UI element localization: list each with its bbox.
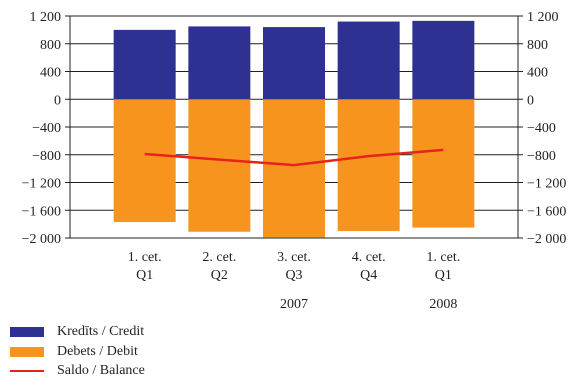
bar-debit-0 bbox=[113, 99, 176, 223]
ytick-label-right-8: −2 000 bbox=[527, 232, 566, 247]
ytick-label-left-0: 1 200 bbox=[30, 10, 62, 25]
ytick-label-right-4: −400 bbox=[527, 121, 556, 136]
bar-credit-2 bbox=[263, 27, 325, 100]
legend-item-debit: Debets / Debit bbox=[10, 344, 410, 360]
ytick-label-right-1: 800 bbox=[527, 38, 548, 53]
legend-label-debit: Debets / Debit bbox=[57, 344, 138, 359]
ytick-label-right-2: 400 bbox=[527, 66, 548, 81]
category-label-1-0: 2. cet. bbox=[202, 250, 236, 265]
bar-debit-2 bbox=[263, 99, 325, 238]
legend-item-credit: Kredīts / Credit bbox=[10, 324, 410, 340]
ytick-label-left-3: 0 bbox=[54, 93, 61, 108]
bar-debit-3 bbox=[337, 99, 400, 232]
ytick-label-left-1: 800 bbox=[40, 38, 61, 53]
ytick-label-left-5: −800 bbox=[32, 149, 61, 164]
legend-item-balance: Saldo / Balance bbox=[10, 363, 410, 379]
bar-credit-3 bbox=[337, 21, 400, 100]
legend-label-balance: Saldo / Balance bbox=[57, 363, 145, 378]
balance-chart: 1 200 1 200 800 800 400 400 0 0 −400 −400 −800 −800… bbox=[22, 10, 567, 312]
debit-swatch bbox=[10, 347, 44, 357]
bar-debit-1 bbox=[188, 99, 251, 232]
bar-credit-1 bbox=[188, 26, 251, 100]
category-label-3-1: Q4 bbox=[360, 268, 377, 283]
category-label-0-0: 1. cet. bbox=[128, 250, 162, 265]
ytick-label-right-6: −1 200 bbox=[527, 177, 566, 192]
ytick-label-left-6: −1 200 bbox=[22, 177, 61, 192]
category-label-3-0: 4. cet. bbox=[352, 250, 386, 265]
ytick-label-left-4: −400 bbox=[32, 121, 61, 136]
ytick-label-left-7: −1 600 bbox=[22, 204, 61, 219]
ytick-label-right-7: −1 600 bbox=[527, 204, 566, 219]
bar-credit-4 bbox=[412, 20, 475, 100]
category-label-0-1: Q1 bbox=[136, 268, 153, 283]
category-label-2-1: Q3 bbox=[285, 268, 302, 283]
balance-swatch bbox=[10, 370, 44, 372]
category-label-4-1: Q1 bbox=[435, 268, 452, 283]
credit-swatch bbox=[10, 327, 44, 337]
legend-label-credit: Kredīts / Credit bbox=[57, 324, 145, 339]
ytick-label-right-5: −800 bbox=[527, 149, 556, 164]
ytick-label-right-3: 0 bbox=[527, 93, 534, 108]
ytick-label-left-2: 400 bbox=[40, 66, 61, 81]
bar-debit-4 bbox=[412, 99, 475, 228]
ytick-label-right-0: 1 200 bbox=[527, 10, 559, 25]
category-label-1-1: Q2 bbox=[211, 268, 228, 283]
category-label-4-0: 1. cet. bbox=[426, 250, 460, 265]
year-label-1: 2008 bbox=[429, 297, 457, 312]
category-label-2-0: 3. cet. bbox=[277, 250, 311, 265]
bar-credit-0 bbox=[113, 29, 176, 100]
ytick-label-left-8: −2 000 bbox=[22, 232, 61, 247]
year-label-0: 2007 bbox=[280, 297, 308, 312]
